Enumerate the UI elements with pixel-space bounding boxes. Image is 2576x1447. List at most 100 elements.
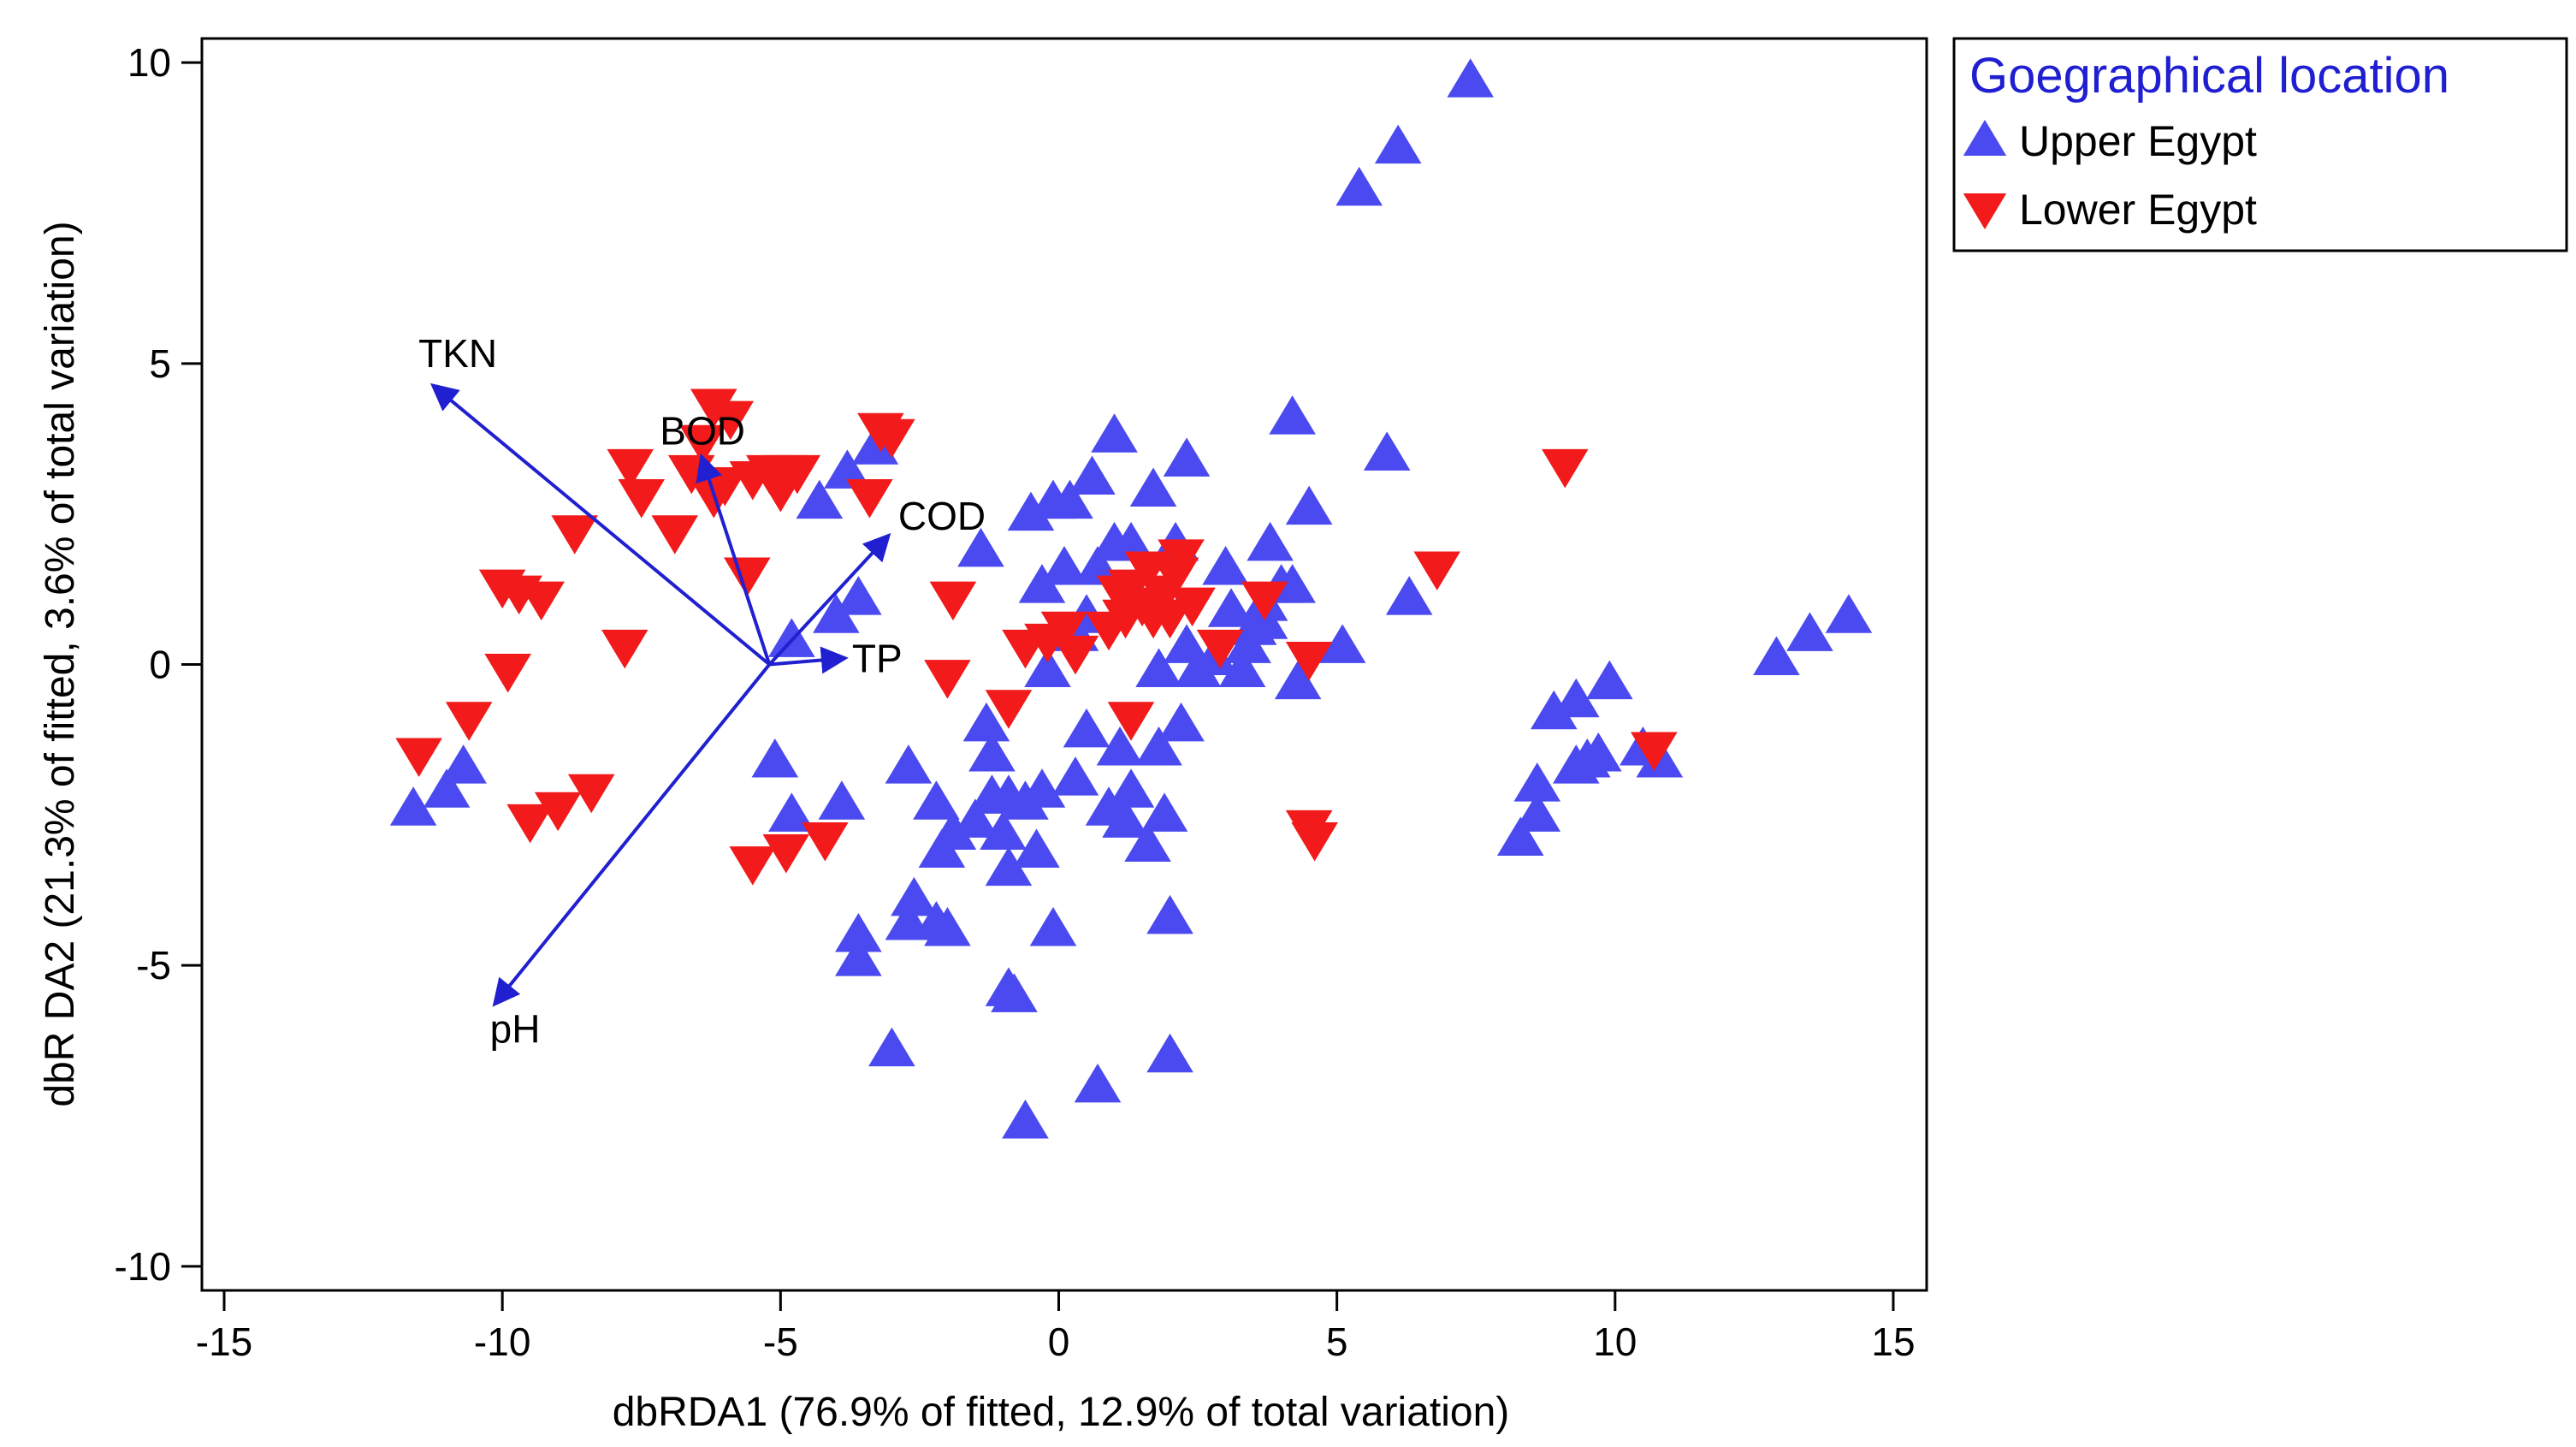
lower-egypt-point <box>1085 611 1133 651</box>
upper-egypt-point <box>1074 1063 1122 1103</box>
lower-egypt-point <box>1096 575 1144 615</box>
upper-egypt-point <box>1029 906 1077 946</box>
lower-egypt-point <box>1541 448 1589 489</box>
upper-egypt-point <box>1318 624 1366 663</box>
lower-egypt-point <box>518 581 565 621</box>
upper-egypt-point <box>1825 594 1873 633</box>
upper-egypt-point <box>1063 708 1110 748</box>
lower-egypt-point <box>395 738 442 778</box>
upper-egypt-point <box>1002 1100 1049 1139</box>
lower-egypt-point <box>924 660 971 699</box>
lower-egypt-point <box>985 690 1033 729</box>
upper-egypt-point <box>440 744 487 784</box>
lower-egypt-point <box>868 418 915 459</box>
upper-egypt-point <box>1218 648 1266 688</box>
lower-egypt-point <box>678 424 726 465</box>
x-tick-label: -10 <box>474 1319 530 1364</box>
upper-egypt-point <box>1575 732 1622 772</box>
y-tick-label: 5 <box>149 341 171 386</box>
x-tick-label: -5 <box>763 1319 798 1364</box>
upper-egypt-point <box>1163 437 1211 477</box>
lower-egypt-point <box>929 581 977 621</box>
y-tick-label: 0 <box>149 643 171 687</box>
upper-egypt-point <box>824 449 871 489</box>
legend: Goegraphical location Upper Egypt Lower E… <box>1952 37 2568 252</box>
lower-egypt-point <box>1051 635 1099 675</box>
upper-egypt-point <box>1096 726 1144 766</box>
vector-arrow-ph <box>492 663 771 1007</box>
x-tick-label: 10 <box>1593 1319 1637 1364</box>
upper-egypt-point <box>1202 545 1249 585</box>
upper-egypt-point <box>962 702 1010 742</box>
upper-egypt-point <box>1146 1033 1193 1073</box>
upper-egypt-point <box>1146 894 1193 934</box>
upper-egypt-point <box>1447 58 1495 98</box>
lower-egypt-point <box>445 702 493 741</box>
vector-label-tkn: TKN <box>418 331 497 376</box>
upper-egypt-point <box>1024 648 1071 688</box>
upper-egypt-point <box>885 744 933 784</box>
upper-egypt-point <box>1586 660 1633 700</box>
upper-egypt-point <box>768 792 815 832</box>
lower-egypt-point <box>1124 551 1171 590</box>
upper-egypt-point <box>1753 636 1800 675</box>
upper-egypt-point <box>1269 395 1316 435</box>
lower-egypt-point <box>1107 702 1155 741</box>
upper-egypt-point <box>1385 576 1433 615</box>
x-tick-label: 0 <box>1048 1319 1070 1364</box>
lower-egypt-point <box>506 804 554 844</box>
upper-egypt-point <box>835 576 882 615</box>
lower-egypt-point <box>551 515 599 554</box>
lower-egypt-point <box>1291 821 1338 862</box>
legend-label-lower-egypt: Lower Egypt <box>2019 186 2257 234</box>
legend-entries: Upper Egypt Lower Egypt <box>1963 117 2257 234</box>
upper-egypt-point <box>968 774 1016 814</box>
upper-egypt-point <box>1007 491 1055 531</box>
upper-egypt-point <box>1513 792 1561 832</box>
vector-arrow-bod <box>696 453 772 666</box>
upper-egypt-point <box>835 913 882 952</box>
lower-egypt-point <box>1413 551 1461 590</box>
x-axis-title: dbRDA1 (76.9% of fitted, 12.9% of total … <box>613 1390 1510 1435</box>
upper-egypt-point <box>1786 612 1833 651</box>
points-layer <box>389 58 1873 1139</box>
upper-egypt-point <box>991 973 1038 1012</box>
upper-egypt-point <box>1107 521 1155 561</box>
lower-egypt-point <box>762 834 810 874</box>
upper-egypt-point <box>985 846 1033 887</box>
upper-egypt-point <box>968 732 1016 772</box>
vector-label-cod: COD <box>898 494 986 538</box>
lower-egypt-point <box>484 654 531 693</box>
vectors-layer: TKN BOD COD TP pH <box>418 331 986 1051</box>
x-tick-label: 15 <box>1871 1319 1915 1364</box>
upper-egypt-point <box>1124 822 1171 863</box>
upper-egypt-point <box>1051 756 1099 796</box>
lower-egypt-point <box>1631 732 1678 771</box>
upper-egypt-point <box>813 594 860 633</box>
lower-egypt-point <box>1285 641 1333 681</box>
upper-egypt-point <box>1029 479 1077 519</box>
vector-label-tp: TP <box>852 636 903 680</box>
lower-egypt-point <box>607 448 654 489</box>
upper-egypt-point <box>1363 431 1411 471</box>
upper-egypt-point <box>835 937 882 976</box>
lower-egypt-point <box>534 792 582 832</box>
lower-egypt-point <box>1196 629 1244 669</box>
legend-marker-upper-egypt <box>1963 120 2007 156</box>
lower-egypt-point <box>1241 581 1288 621</box>
upper-egypt-point <box>1140 792 1188 832</box>
upper-egypt-point <box>818 780 866 820</box>
lower-egypt-point <box>567 774 615 814</box>
vector-arrow-tkn <box>429 383 771 667</box>
legend-label-upper-egypt: Upper Egypt <box>2019 117 2257 165</box>
upper-egypt-point <box>768 618 815 657</box>
lower-egypt-point <box>1040 611 1088 651</box>
upper-egypt-point <box>1513 762 1561 802</box>
lower-egypt-point <box>651 515 699 554</box>
upper-egypt-point <box>1107 768 1155 808</box>
lower-egypt-point <box>1169 587 1216 627</box>
upper-egypt-point <box>1174 648 1222 688</box>
legend-marker-lower-egypt <box>1963 193 2007 229</box>
upper-egypt-point <box>751 738 799 778</box>
